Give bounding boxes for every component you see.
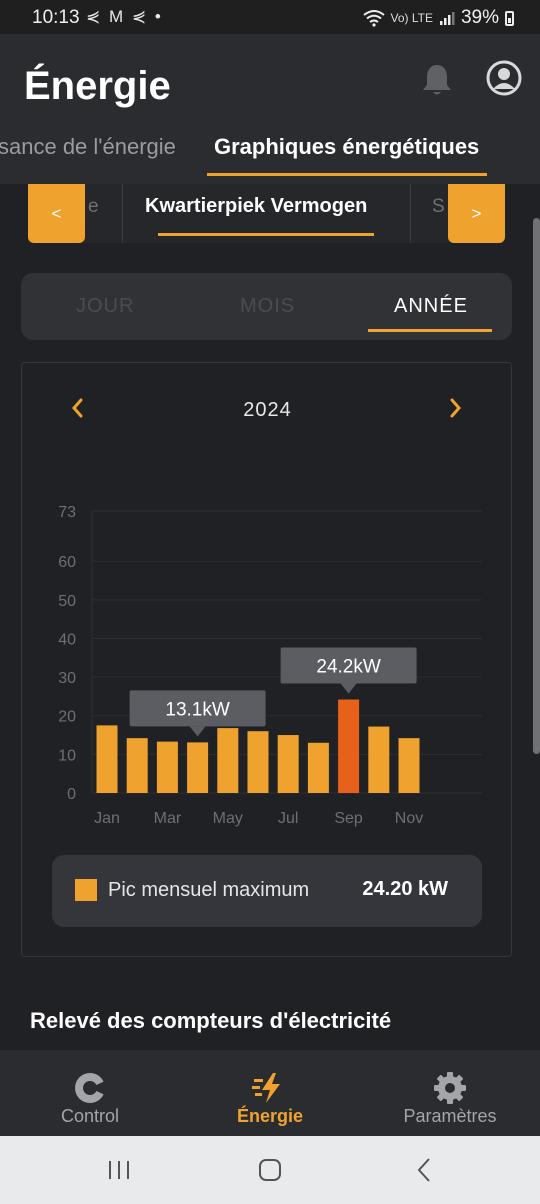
tooltip-box bbox=[280, 647, 417, 684]
x-tick-label: Sep bbox=[334, 810, 363, 827]
tooltip-label: 13.1kW bbox=[165, 699, 229, 720]
x-tick-label: Jul bbox=[278, 810, 298, 827]
status-time: 10:13 bbox=[32, 7, 80, 28]
tooltip-label: 24.2kW bbox=[316, 657, 380, 678]
app-header: Énergie sance de l'énergie Graphiques én… bbox=[0, 34, 540, 184]
chevron-left-icon: < bbox=[51, 203, 62, 223]
y-tick-label: 40 bbox=[58, 631, 76, 648]
bar-jul bbox=[277, 735, 299, 793]
chart-card: 2024 0 10 20 30 40 50 60 73 Jan Mar May Jul Sep Nov 13… bbox=[21, 362, 512, 957]
page-title: Énergie bbox=[24, 64, 171, 108]
tooltip-pointer bbox=[189, 726, 206, 737]
period-indicator bbox=[368, 329, 492, 332]
signal-icon bbox=[439, 12, 455, 25]
nav-label: Paramètres bbox=[403, 1106, 497, 1126]
bar-mar bbox=[156, 741, 178, 793]
battery-icon bbox=[505, 10, 514, 26]
bar-feb bbox=[126, 738, 148, 793]
bar-jun bbox=[247, 731, 269, 793]
tooltip-pointer bbox=[340, 683, 357, 694]
chart-legend: Pic mensuel maximum 24.20 kW bbox=[52, 855, 482, 927]
bar-jan bbox=[96, 725, 118, 793]
active-tab-indicator bbox=[207, 173, 487, 176]
year-label: 2024 bbox=[243, 399, 292, 421]
energy-bolt-icon bbox=[252, 1073, 280, 1103]
legend-label: Pic mensuel maximum bbox=[108, 879, 310, 901]
y-tick-label: 73 bbox=[58, 504, 76, 521]
x-tick-label: May bbox=[213, 810, 243, 827]
legend-swatch bbox=[75, 879, 97, 901]
bar-nov bbox=[398, 738, 420, 793]
y-tick-label: 20 bbox=[58, 709, 76, 726]
scrollbar[interactable] bbox=[533, 218, 540, 754]
home-icon[interactable] bbox=[250, 1156, 290, 1184]
category-next-label[interactable]: S bbox=[432, 196, 445, 217]
status-bar: 10:13 ⋞ M ⋞ • Vo) LTE 39% bbox=[0, 0, 540, 34]
chevron-left-icon[interactable] bbox=[70, 397, 84, 419]
chevron-right-icon: > bbox=[471, 203, 482, 223]
nav-energie[interactable]: Énergie bbox=[180, 1050, 360, 1136]
x-tick-label: Mar bbox=[154, 810, 182, 827]
category-divider bbox=[122, 184, 123, 243]
control-icon bbox=[75, 1073, 107, 1103]
y-tick-label: 60 bbox=[58, 554, 76, 571]
period-tab-year[interactable]: ANNÉE bbox=[394, 295, 468, 317]
section-title: Relevé des compteurs d'électricité bbox=[30, 1008, 392, 1033]
period-tab-month[interactable]: MOIS bbox=[240, 295, 296, 317]
status-right: Vo) LTE 39% bbox=[362, 7, 514, 29]
bar-may bbox=[217, 728, 239, 793]
period-selector: JOUR MOIS ANNÉE bbox=[21, 273, 512, 340]
y-tick-label: 50 bbox=[58, 593, 76, 610]
bar-sep bbox=[338, 699, 360, 793]
notification-icons: ⋞ M ⋞ • bbox=[86, 7, 163, 26]
system-nav-bar bbox=[0, 1136, 540, 1204]
y-tick-label: 30 bbox=[58, 670, 76, 687]
category-prev-label[interactable]: e bbox=[88, 196, 99, 217]
nav-label: Énergie bbox=[236, 1106, 304, 1126]
profile-icon[interactable] bbox=[486, 60, 522, 96]
peak-power-chart: 0 10 20 30 40 50 60 73 Jan Mar May Jul Sep Nov 13.1kW 2… bbox=[58, 504, 482, 827]
back-icon[interactable] bbox=[404, 1156, 444, 1184]
y-tick-label: 0 bbox=[67, 786, 76, 803]
category-divider bbox=[410, 184, 411, 243]
period-tab-day[interactable]: JOUR bbox=[76, 295, 135, 317]
chevron-right-icon[interactable] bbox=[449, 397, 463, 419]
tooltip-box bbox=[129, 690, 266, 727]
nav-label: Control bbox=[60, 1106, 120, 1126]
recent-apps-icon[interactable] bbox=[99, 1156, 139, 1184]
bar-oct bbox=[368, 726, 390, 793]
wifi-icon bbox=[362, 10, 385, 27]
category-next-button[interactable]: > bbox=[448, 184, 505, 243]
tab-energy-overview[interactable]: sance de l'énergie bbox=[0, 134, 176, 159]
bar-aug bbox=[307, 742, 329, 793]
category-indicator bbox=[158, 233, 374, 236]
bar-apr bbox=[187, 742, 209, 793]
tab-energy-charts[interactable]: Graphiques énergétiques bbox=[214, 134, 480, 159]
gear-icon bbox=[434, 1072, 466, 1104]
x-tick-label: Jan bbox=[94, 810, 120, 827]
bell-icon[interactable] bbox=[420, 62, 454, 98]
nav-control[interactable]: Control bbox=[0, 1050, 180, 1136]
category-current[interactable]: Kwartierpiek Vermogen bbox=[145, 195, 368, 217]
x-tick-label: Nov bbox=[395, 810, 423, 827]
legend-value: 24.20 kW bbox=[362, 878, 448, 900]
category-prev-button[interactable]: < bbox=[28, 184, 85, 243]
bottom-nav: Control Énergie Paramè bbox=[0, 1050, 540, 1136]
nav-parametres[interactable]: Paramètres bbox=[360, 1050, 540, 1136]
signal-text: Vo) LTE bbox=[390, 11, 433, 25]
battery-percent: 39% bbox=[460, 7, 499, 28]
y-tick-label: 10 bbox=[58, 747, 76, 764]
